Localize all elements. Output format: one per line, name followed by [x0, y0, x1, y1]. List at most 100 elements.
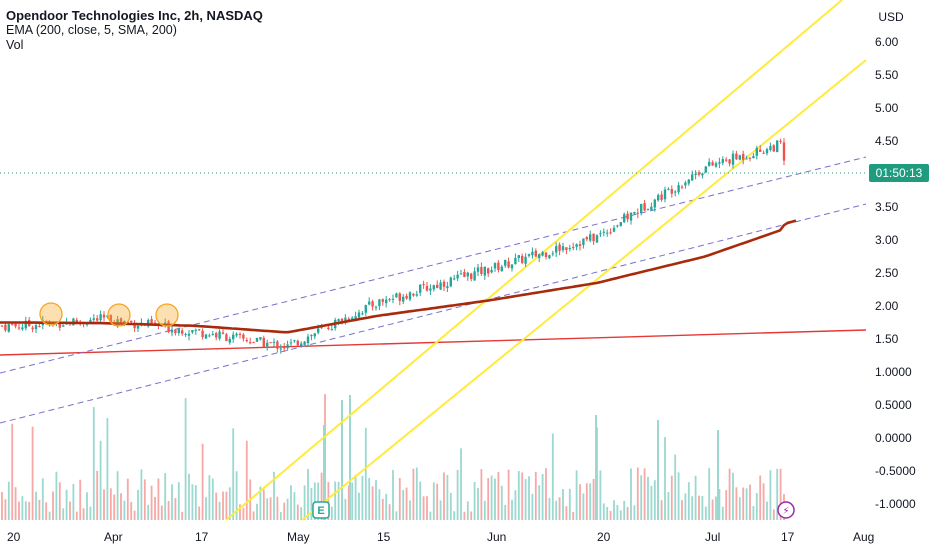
- volume-bar: [106, 418, 109, 520]
- y-tick-label: 1.50: [875, 332, 899, 346]
- candle-body: [150, 319, 153, 325]
- volume-bar: [160, 505, 163, 520]
- volume-spike: [595, 415, 597, 520]
- volume-bar: [164, 473, 167, 520]
- volume-bar: [704, 506, 707, 520]
- volume-bar: [31, 426, 34, 520]
- volume-bar: [123, 500, 126, 520]
- candle-body: [463, 271, 466, 277]
- volume-bar: [143, 479, 146, 520]
- candle-body: [398, 293, 401, 301]
- candle-body: [208, 335, 211, 337]
- candle-body: [364, 305, 367, 313]
- volume-bar: [266, 498, 269, 520]
- candle-body: [776, 140, 779, 153]
- dividends-badge[interactable]: ⚡: [777, 501, 795, 519]
- volume-bar: [188, 473, 190, 520]
- volume-bar: [368, 478, 371, 520]
- y-tick-label: 0.5000: [875, 398, 912, 412]
- candle-body: [541, 252, 544, 256]
- volume-bar: [62, 508, 65, 520]
- volume-bar: [388, 504, 391, 520]
- volume-bar: [419, 481, 422, 520]
- x-tick-label: Apr: [104, 530, 123, 544]
- dashed-channel-lower[interactable]: [0, 203, 867, 424]
- candle-body: [320, 327, 323, 329]
- candle-body: [371, 301, 374, 307]
- candle-body: [204, 334, 208, 339]
- volume-bar: [283, 502, 286, 520]
- candle-body: [728, 159, 731, 164]
- volume-bar: [762, 483, 765, 520]
- volume-bar: [211, 478, 214, 520]
- volume-bar: [534, 471, 537, 520]
- volume-bar: [480, 469, 483, 520]
- volume-bar: [395, 511, 398, 520]
- volume-bar: [585, 483, 588, 520]
- candle-body: [361, 313, 364, 315]
- volume-bar: [276, 496, 279, 520]
- candle-body: [422, 284, 425, 286]
- candle-body: [300, 343, 303, 347]
- volume-bar: [497, 471, 500, 520]
- candle-body: [779, 140, 782, 142]
- volume-bar: [749, 484, 751, 520]
- volume-bar: [579, 484, 581, 520]
- volume-bar: [171, 484, 173, 520]
- dashed-channel-upper[interactable]: [0, 156, 867, 374]
- candle-body: [544, 252, 548, 258]
- volume-bar: [201, 443, 204, 520]
- symbol-title[interactable]: Opendoor Technologies Inc, 2h, NASDAQ: [6, 8, 263, 23]
- candle-body: [694, 173, 697, 175]
- candle-body: [92, 318, 95, 320]
- candle-body: [303, 341, 306, 345]
- volume-bar: [613, 500, 615, 520]
- candle-body: [245, 339, 248, 342]
- candle-body: [310, 334, 313, 337]
- candlestick-series: [0, 138, 786, 354]
- volume-bar: [759, 475, 762, 520]
- time-axis[interactable]: 20 Apr 17 May 15 Jun 20 Jul 17 Aug: [7, 530, 874, 544]
- currency-button[interactable]: USD: [878, 10, 904, 24]
- ema-legend[interactable]: EMA (200, close, 5, SMA, 200): [6, 23, 177, 37]
- volume-bar: [307, 469, 309, 520]
- volume-bar: [721, 506, 724, 520]
- volume-legend[interactable]: Vol: [6, 38, 24, 52]
- price-axis[interactable]: 6.005.505.004.504.003.503.002.502.001.50…: [875, 35, 916, 511]
- candle-body: [650, 206, 653, 211]
- volume-bar: [259, 486, 262, 520]
- candle-body: [235, 333, 238, 336]
- volume-bar: [167, 501, 170, 520]
- volume-bar: [477, 487, 479, 520]
- volume-bar: [602, 503, 605, 520]
- ema-200-line: [0, 219, 797, 334]
- support-trendline[interactable]: [0, 329, 867, 356]
- volume-bar: [109, 488, 112, 520]
- volume-bar: [293, 492, 296, 520]
- candle-body: [636, 212, 639, 214]
- candle-body: [677, 185, 680, 193]
- candle-body: [429, 288, 432, 291]
- candle-body: [102, 314, 106, 318]
- candle-body: [575, 244, 578, 247]
- candle-body: [11, 324, 14, 326]
- candle-body: [89, 319, 92, 323]
- candle-body: [374, 306, 378, 308]
- countdown-tag: 01:50:13: [869, 164, 929, 182]
- drawing-tools[interactable]: [0, 0, 867, 521]
- yellow-channel-lower[interactable]: [301, 59, 867, 521]
- candle-body: [419, 284, 422, 293]
- volume-bar: [735, 487, 738, 520]
- yellow-channel-upper[interactable]: [225, 0, 843, 521]
- candle-body: [439, 282, 442, 290]
- candle-body: [524, 256, 527, 264]
- candle-body: [21, 327, 24, 330]
- volume-bar: [215, 492, 218, 520]
- candle-body: [221, 332, 225, 334]
- candle-body: [211, 333, 214, 335]
- volume-bar: [711, 499, 714, 520]
- x-tick-label: 20: [597, 530, 611, 544]
- earnings-badge[interactable]: E: [312, 501, 330, 519]
- volume-bar: [490, 475, 493, 520]
